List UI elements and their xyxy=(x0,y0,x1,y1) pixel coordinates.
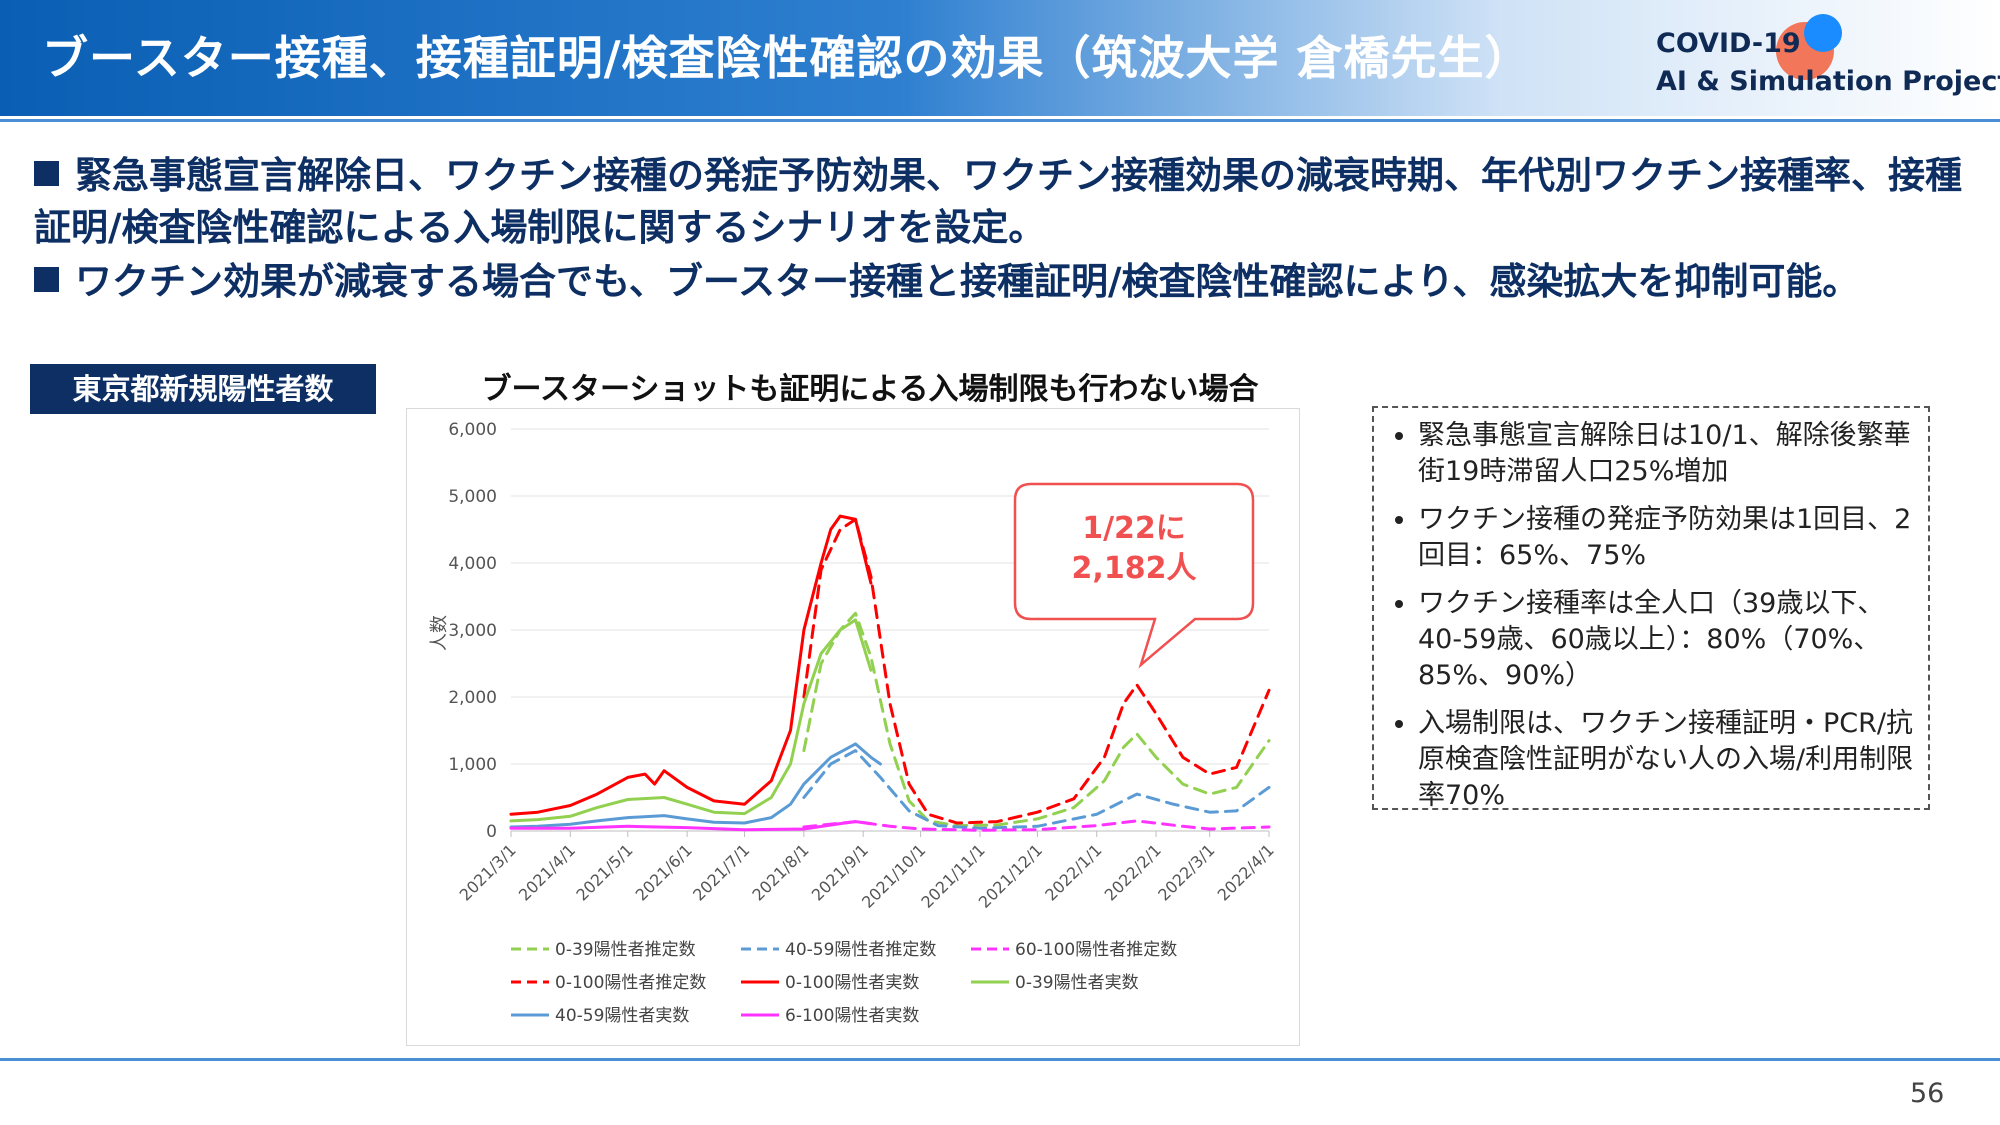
x-tick-label: 2022/1/1 xyxy=(1041,840,1105,904)
annotation-text: 1/22に xyxy=(1082,511,1186,546)
series-line-40-59陽性者実数 xyxy=(509,742,882,829)
header-bar: ブースター接種、接種証明/検査陰性確認の効果（筑波大学 倉橋先生） COVID-… xyxy=(0,0,2000,116)
bullet-square-icon xyxy=(34,161,59,186)
series-line-0-39陽性者推定数 xyxy=(802,611,1271,828)
footer-divider xyxy=(0,1058,2000,1061)
x-tick-label: 2022/2/1 xyxy=(1101,840,1165,904)
series-line-60-100陽性者推定数 xyxy=(802,819,1271,832)
legend-label: 0-39陽性者実数 xyxy=(1015,973,1139,993)
legend-label: 60-100陽性者推定数 xyxy=(1015,940,1177,960)
legend-label: 0-39陽性者推定数 xyxy=(555,940,696,960)
legend-label: 40-59陽性者実数 xyxy=(555,1006,689,1026)
y-tick-label: 6,000 xyxy=(448,420,497,440)
x-tick-label: 2022/3/1 xyxy=(1154,840,1218,904)
info-item-3: ワクチン接種率は全人口（39歳以下、40-59歳、60歳以上）：80%（70%、… xyxy=(1418,586,1914,694)
y-tick-label: 5,000 xyxy=(448,487,497,507)
scenario-info-box: 緊急事態宣言解除日は10/1、解除後繁華街19時滞留人口25%増加 ワクチン接種… xyxy=(1372,406,1930,811)
legend-label: 0-100陽性者推定数 xyxy=(555,973,706,993)
y-tick-label: 0 xyxy=(486,822,497,842)
x-tick-label: 2021/6/1 xyxy=(632,840,696,904)
info-item-4: 入場制限は、ワクチン接種証明・PCR/抗原検査陰性証明がない人の入場/利用制限率… xyxy=(1418,706,1914,814)
x-tick-label: 2021/4/1 xyxy=(515,840,579,904)
annotation-callout xyxy=(1013,482,1255,669)
bullet-2: ワクチン効果が減衰する場合でも、ブースター接種と接種証明/検査陰性確認により、感… xyxy=(34,256,1859,308)
x-tick-label: 2021/3/1 xyxy=(456,840,520,904)
bullet-2-text: ワクチン効果が減衰する場合でも、ブースター接種と接種証明/検査陰性確認により、感… xyxy=(75,260,1860,303)
section-label: 東京都新規陽性者数 xyxy=(30,364,376,414)
y-tick-label: 3,000 xyxy=(448,621,497,641)
y-tick-label: 2,000 xyxy=(448,688,497,708)
header-divider xyxy=(0,119,2000,122)
project-logo: COVID-19 AI & Simulation Project xyxy=(1656,14,2000,102)
legend-label: 0-100陽性者実数 xyxy=(785,973,919,993)
series-line-0-100陽性者実数 xyxy=(509,514,873,816)
logo-blue-dot xyxy=(1804,14,1842,52)
x-tick-label: 2022/4/1 xyxy=(1214,840,1278,904)
page-title: ブースター接種、接種証明/検査陰性確認の効果（筑波大学 倉橋先生） xyxy=(42,31,1532,85)
x-tick-label: 2021/5/1 xyxy=(572,840,636,904)
x-tick-label: 2021/7/1 xyxy=(689,840,753,904)
y-tick-label: 4,000 xyxy=(448,554,497,574)
bullet-1: 緊急事態宣言解除日、ワクチン接種の発症予防効果、ワクチン接種効果の減衰時期、年代… xyxy=(34,150,1974,254)
chart-container: 0 1,000 2,000 3,000 4,000 5,000 6,000 人数 2021/3/… xyxy=(406,408,1300,1046)
page-number: 56 xyxy=(1910,1078,1945,1109)
bullet-square-icon xyxy=(34,267,59,292)
x-tick-label: 2021/8/1 xyxy=(748,840,812,904)
info-item-1: 緊急事態宣言解除日は10/1、解除後繁華街19時滞留人口25%増加 xyxy=(1418,418,1914,490)
legend-label: 6-100陽性者実数 xyxy=(785,1006,919,1026)
y-tick-label: 1,000 xyxy=(448,755,497,775)
line-chart: 0 1,000 2,000 3,000 4,000 5,000 6,000 人数 2021/3/… xyxy=(429,420,1278,1026)
logo-line2: AI & Simulation Project xyxy=(1656,66,2000,97)
series-line-6-100陽性者実数 xyxy=(509,820,873,832)
info-item-2: ワクチン接種の発症予防効果は1回目、2回目：65%、75% xyxy=(1418,502,1914,574)
annotation-text: 2,182人 xyxy=(1072,551,1197,586)
bullet-1-text: 緊急事態宣言解除日、ワクチン接種の発症予防効果、ワクチン接種効果の減衰時期、年代… xyxy=(34,154,1962,249)
logo-line1: COVID-19 xyxy=(1656,28,1801,59)
y-axis-label: 人数 xyxy=(429,615,450,651)
series-line-0-39陽性者実数 xyxy=(509,618,873,823)
legend-label: 40-59陽性者推定数 xyxy=(785,940,936,960)
chart-title: ブースターショットも証明による入場制限も行わない場合 xyxy=(481,372,1259,407)
